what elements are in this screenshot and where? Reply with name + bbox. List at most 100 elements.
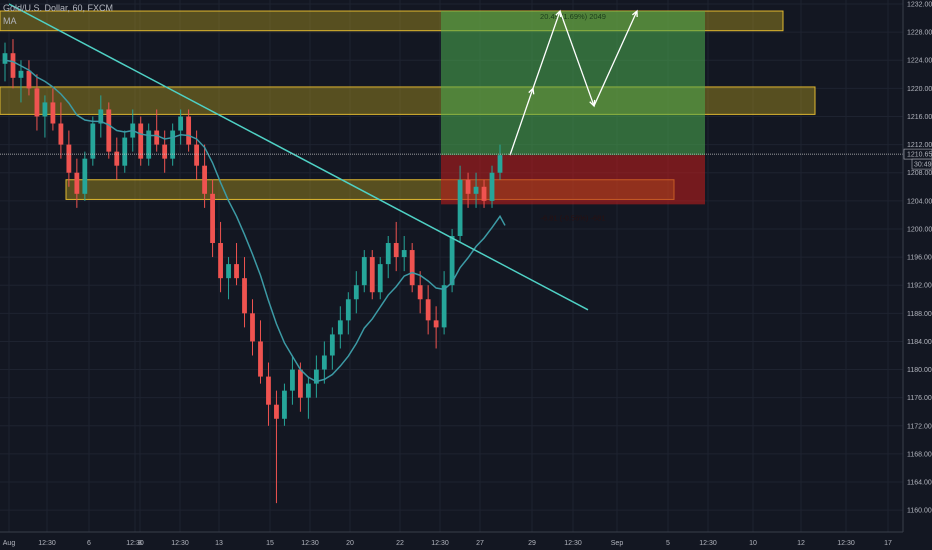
candle-body xyxy=(369,257,375,293)
countdown-box xyxy=(911,158,932,170)
ma-line xyxy=(4,59,506,383)
candle-body xyxy=(138,123,144,159)
price-tick-label: 1188.00 xyxy=(907,311,932,318)
time-tick-label: 10 xyxy=(749,540,757,547)
price-tick-label: 1176.00 xyxy=(907,395,932,402)
candle-body xyxy=(258,341,263,377)
candle-body xyxy=(329,334,335,356)
time-axis-bg xyxy=(0,532,932,550)
time-tick-label: 12:30 xyxy=(38,540,56,547)
candle-body xyxy=(489,172,495,201)
time-tick-label: 22 xyxy=(396,540,404,547)
stop-stats-label: -6.81 (-0.56%) -681 xyxy=(540,213,605,222)
candle-body xyxy=(441,285,447,328)
current-price-label: 1210.65 xyxy=(907,152,932,159)
candle-body xyxy=(202,165,207,194)
candle-body xyxy=(465,179,471,194)
chart-title: Gold/U.S. Dollar, 60, FXCM xyxy=(3,3,114,13)
arrow-head xyxy=(631,9,638,18)
candle-body xyxy=(66,144,72,173)
price-tick-label: 1220.00 xyxy=(907,86,932,93)
time-tick-label: 12:30 xyxy=(431,540,449,547)
candle-body xyxy=(385,243,391,265)
price-tick-label: 1160.00 xyxy=(907,508,932,515)
time-tick-label: 12:30 xyxy=(301,540,319,547)
time-tick-label: 29 xyxy=(528,540,536,547)
time-tick-label: 27 xyxy=(476,540,484,547)
candle-body xyxy=(74,172,80,194)
stop-area xyxy=(441,155,705,205)
time-tick-label: 12:30 xyxy=(699,540,717,547)
arrow-segment xyxy=(509,88,534,156)
candle-body xyxy=(234,264,239,279)
candle-body xyxy=(266,376,271,405)
candle-body xyxy=(226,264,231,279)
candle-body xyxy=(305,383,311,398)
candle-body xyxy=(154,130,160,145)
price-tick-label: 1196.00 xyxy=(907,255,932,262)
candle-body xyxy=(2,53,8,64)
moving-average xyxy=(4,59,506,383)
time-tick-label: 17 xyxy=(884,540,892,547)
price-tick-label: 1168.00 xyxy=(907,451,932,458)
price-tick-label: 1180.00 xyxy=(907,367,932,374)
target-stats-label: 20.49 (1.69%) 2049 xyxy=(540,12,606,21)
time-tick-label: 12 xyxy=(797,540,805,547)
candle-body xyxy=(114,151,120,166)
candle-body xyxy=(42,102,48,117)
price-axis-bg xyxy=(903,0,932,550)
price-tick-label: 1228.00 xyxy=(907,30,932,37)
candle-body xyxy=(353,285,359,300)
candle-body xyxy=(497,155,503,173)
candle-body xyxy=(274,404,279,419)
candle-body xyxy=(290,369,295,391)
candle-body xyxy=(58,123,64,145)
candlestick-series xyxy=(2,39,503,504)
candle-body xyxy=(481,186,487,201)
candle-body xyxy=(170,130,176,159)
candle-body xyxy=(250,313,255,342)
candle-body xyxy=(282,390,287,419)
time-tick-label: Sep xyxy=(611,540,624,547)
candle-body xyxy=(401,250,407,258)
candle-body xyxy=(162,144,168,159)
target-area xyxy=(441,11,705,156)
candle-body xyxy=(50,102,56,124)
candle-body xyxy=(26,70,32,89)
price-tick-label: 1164.00 xyxy=(907,480,932,487)
candle-body xyxy=(393,243,399,258)
candle-body xyxy=(194,144,200,166)
candle-body xyxy=(449,235,455,286)
price-tick-label: 1172.00 xyxy=(907,423,932,430)
candle-body xyxy=(313,369,319,384)
candle-body xyxy=(361,257,367,286)
time-tick-label: 6 xyxy=(87,540,91,547)
candle-body xyxy=(409,250,415,286)
arrow-segment xyxy=(593,10,638,107)
time-tick-label: 12:30 xyxy=(564,540,582,547)
candle-body xyxy=(457,179,463,236)
candle-body xyxy=(98,109,104,124)
indicator-label[interactable]: MA xyxy=(3,16,17,26)
trendline xyxy=(8,3,589,311)
price-tick-label: 1184.00 xyxy=(907,339,932,346)
time-tick-label: 15 xyxy=(266,540,274,547)
candle-body xyxy=(337,320,343,335)
candle-body xyxy=(298,369,303,398)
candle-body xyxy=(433,320,439,328)
price-tick-label: 1208.00 xyxy=(907,170,932,177)
candle-body xyxy=(242,278,247,314)
candle-body xyxy=(345,299,351,321)
candle-body xyxy=(473,186,479,194)
trendline-line xyxy=(8,3,589,311)
arrow-segment xyxy=(559,10,595,107)
candle-body xyxy=(186,116,192,145)
time-tick-label: 8 xyxy=(138,540,142,547)
candle-body xyxy=(377,264,383,293)
candle-body xyxy=(90,123,96,159)
candle-body xyxy=(218,243,223,279)
current-price-tag: 1210.65 30:49 xyxy=(903,148,932,170)
price-tick-label: 1192.00 xyxy=(907,283,932,290)
time-tick-label: Aug xyxy=(3,540,16,547)
